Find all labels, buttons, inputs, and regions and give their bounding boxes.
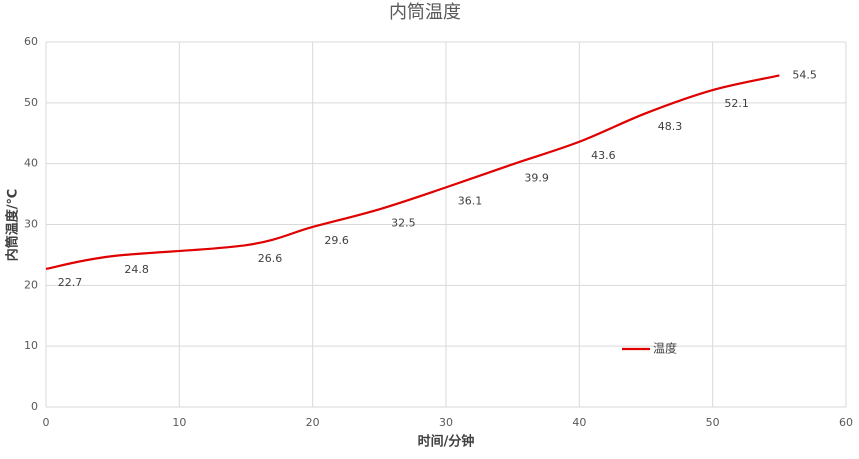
- data-label: 39.9: [524, 171, 549, 184]
- y-tick-label: 10: [24, 339, 38, 352]
- y-tick-label: 30: [24, 218, 38, 231]
- x-tick-label: 50: [706, 416, 720, 429]
- y-tick-label: 40: [24, 157, 38, 170]
- y-tick-label: 60: [24, 35, 38, 48]
- chart-title: 内筒温度: [389, 2, 461, 23]
- data-label: 54.5: [792, 68, 817, 81]
- data-label: 43.6: [591, 149, 616, 162]
- y-tick-label: 0: [31, 400, 38, 413]
- data-label: 29.6: [324, 234, 349, 247]
- line: [45, 74, 780, 270]
- x-tick-label: 60: [839, 416, 853, 429]
- x-tick-label: 30: [439, 416, 453, 429]
- legend-label: 温度: [653, 341, 677, 356]
- x-tick-label: 0: [43, 416, 50, 429]
- data-label: 48.3: [658, 120, 683, 133]
- data-label: 36.1: [458, 194, 483, 207]
- x-tick-label: 20: [306, 416, 320, 429]
- data-label: 22.7: [58, 276, 83, 289]
- x-tick-label: 10: [172, 416, 186, 429]
- y-tick-label: 20: [24, 278, 38, 291]
- data-label: 52.1: [724, 97, 749, 110]
- x-tick-label: 40: [572, 416, 586, 429]
- y-axis-title: 内筒温度/℃: [5, 189, 21, 262]
- data-label: 26.6: [258, 252, 283, 265]
- y-tick-label: 50: [24, 96, 38, 109]
- data-label: 24.8: [124, 263, 149, 276]
- data-label: 32.5: [391, 216, 416, 229]
- x-axis-title: 时间/分钟: [418, 434, 475, 450]
